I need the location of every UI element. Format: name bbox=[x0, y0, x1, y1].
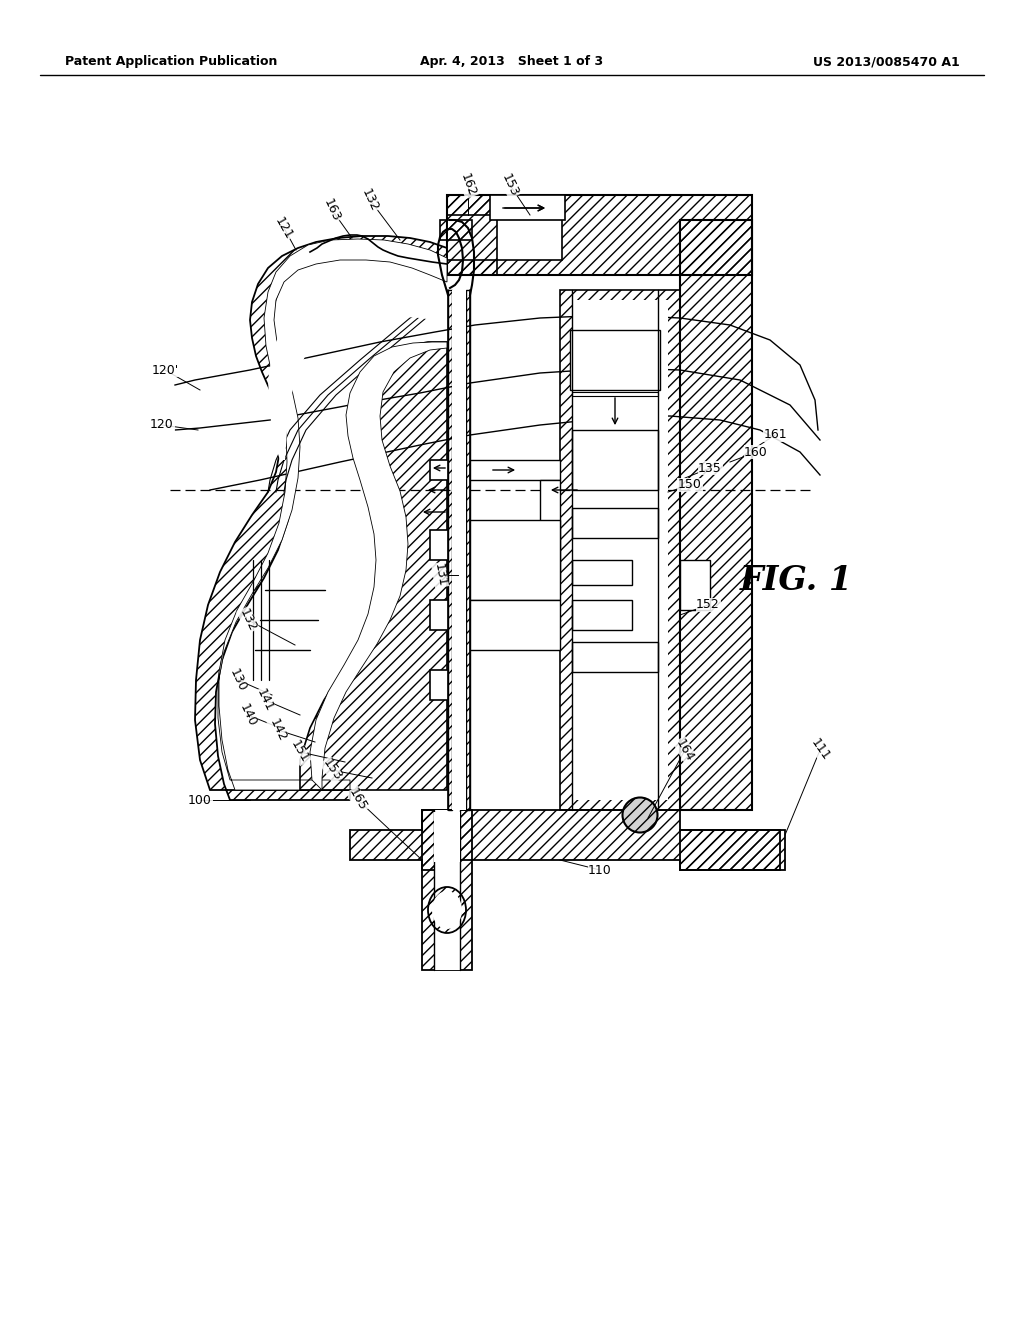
Text: 132: 132 bbox=[238, 607, 259, 634]
Polygon shape bbox=[572, 560, 632, 585]
Ellipse shape bbox=[432, 891, 462, 929]
Text: 161: 161 bbox=[763, 429, 786, 441]
Text: 164: 164 bbox=[674, 737, 696, 763]
Polygon shape bbox=[680, 560, 710, 610]
Text: 162: 162 bbox=[458, 172, 478, 198]
Text: US 2013/0085470 A1: US 2013/0085470 A1 bbox=[813, 55, 961, 69]
Polygon shape bbox=[470, 601, 560, 649]
Polygon shape bbox=[470, 459, 560, 480]
Polygon shape bbox=[218, 239, 447, 789]
Text: 131: 131 bbox=[431, 562, 449, 587]
Polygon shape bbox=[268, 284, 447, 459]
Polygon shape bbox=[572, 430, 658, 490]
Polygon shape bbox=[572, 508, 658, 539]
Text: 130: 130 bbox=[227, 667, 249, 693]
Polygon shape bbox=[434, 812, 460, 862]
Polygon shape bbox=[572, 300, 668, 800]
Polygon shape bbox=[452, 290, 466, 810]
Polygon shape bbox=[434, 810, 460, 970]
Text: 153: 153 bbox=[319, 756, 344, 784]
Text: 132: 132 bbox=[359, 186, 381, 214]
Polygon shape bbox=[490, 195, 565, 220]
Text: 165: 165 bbox=[346, 787, 370, 813]
Text: 110: 110 bbox=[588, 863, 612, 876]
Text: Apr. 4, 2013   Sheet 1 of 3: Apr. 4, 2013 Sheet 1 of 3 bbox=[421, 55, 603, 69]
Polygon shape bbox=[572, 642, 658, 672]
Text: 142: 142 bbox=[267, 717, 289, 743]
Polygon shape bbox=[572, 601, 632, 630]
Ellipse shape bbox=[623, 797, 657, 833]
Text: 163: 163 bbox=[322, 197, 343, 223]
Text: 152: 152 bbox=[696, 598, 720, 611]
Text: 150: 150 bbox=[678, 479, 701, 491]
Polygon shape bbox=[470, 520, 560, 601]
Text: Patent Application Publication: Patent Application Publication bbox=[65, 55, 278, 69]
Text: 120': 120' bbox=[152, 363, 178, 376]
Polygon shape bbox=[310, 342, 447, 789]
Text: FIG. 1: FIG. 1 bbox=[740, 564, 853, 597]
Text: 111: 111 bbox=[808, 737, 833, 763]
Text: 121: 121 bbox=[272, 215, 296, 242]
Polygon shape bbox=[540, 480, 560, 579]
Text: 100: 100 bbox=[188, 793, 212, 807]
Text: 153: 153 bbox=[499, 172, 521, 198]
Text: 151: 151 bbox=[289, 738, 311, 766]
Polygon shape bbox=[570, 330, 660, 389]
Text: 160: 160 bbox=[744, 446, 768, 458]
Polygon shape bbox=[572, 392, 658, 396]
Polygon shape bbox=[447, 215, 562, 260]
Text: 140: 140 bbox=[238, 701, 259, 729]
Text: 120: 120 bbox=[151, 418, 174, 432]
Text: 135: 135 bbox=[698, 462, 722, 474]
Text: 141: 141 bbox=[254, 686, 275, 713]
